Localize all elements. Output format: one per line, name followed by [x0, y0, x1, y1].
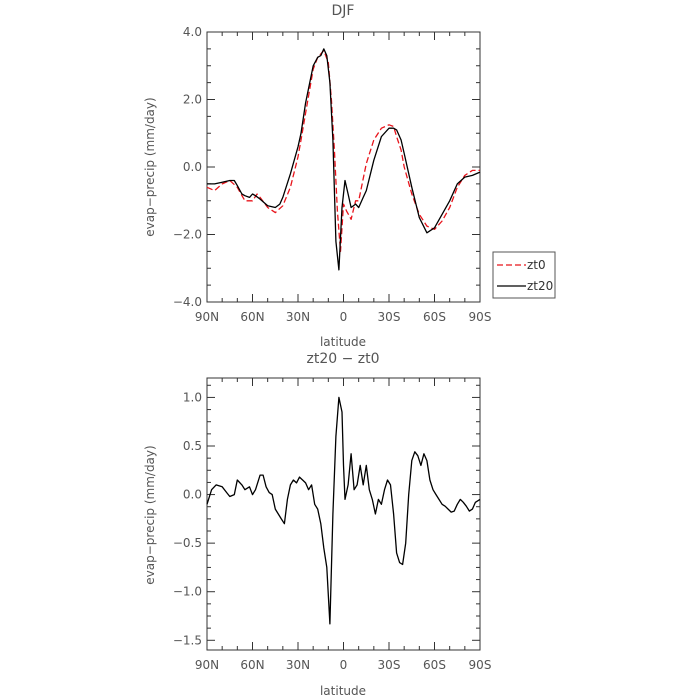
x-tick-label: 30N — [286, 310, 310, 324]
y-tick-label: 2.0 — [183, 93, 202, 107]
axis-ticks: 90N 60N 30N 0 30S 60S 90S −1.5 −1.0 −0.5 0.0 0.5 1.0 — [173, 378, 492, 672]
y-tick-label: −1.5 — [173, 633, 202, 647]
y-axis-label: evap−precip (mm/day) — [143, 97, 157, 236]
series-line-zt20 — [207, 48, 481, 271]
x-tick-label: 0 — [340, 310, 348, 324]
x-tick-label: 60S — [423, 310, 446, 324]
x-tick-label: 60N — [240, 310, 264, 324]
y-tick-label: 0.5 — [183, 439, 202, 453]
y-tick-label: 0.0 — [183, 488, 202, 502]
x-tick-label: 60S — [423, 658, 446, 672]
plot-frame — [206, 31, 481, 303]
y-tick-label: −1.0 — [173, 585, 202, 599]
series-layer — [206, 396, 481, 625]
y-axis-label: evap−precip (mm/day) — [143, 445, 157, 584]
y-tick-label: −4.0 — [173, 295, 202, 309]
plot-frame — [206, 377, 481, 651]
axis-ticks: 90N 60N 30N 0 30S 60S 90S −4.0 −2.0 0.0 2.0 4.0 — [173, 25, 492, 324]
legend-label-zt0: zt0 — [527, 258, 546, 272]
legend-box — [492, 251, 556, 299]
legend-label-zt20: zt20 — [527, 279, 553, 293]
x-tick-label: 30S — [378, 310, 401, 324]
x-tick-label: 30N — [286, 658, 310, 672]
x-axis-label: latitude — [320, 335, 366, 349]
chart-title: DJF — [332, 3, 355, 19]
y-tick-label: −0.5 — [173, 536, 202, 550]
x-tick-label: 90N — [195, 658, 219, 672]
legend: zt0 zt20 — [492, 251, 556, 299]
series-layer — [206, 48, 481, 271]
x-tick-label: 90S — [469, 310, 492, 324]
x-tick-label: 90N — [195, 310, 219, 324]
x-axis-label: latitude — [320, 684, 366, 698]
chart-difference: zt20 − zt0 90N 60N 30N 0 30S 60S 90S −1.5 −1.0 −0… — [143, 351, 491, 698]
x-tick-label: 30S — [378, 658, 401, 672]
y-tick-label: −2.0 — [173, 228, 202, 242]
x-tick-label: 90S — [469, 658, 492, 672]
chart-djf: DJF 90N 60N 30N 0 30S 60S 90S −4.0 −2.0 0.0 2.0 4.0… — [143, 3, 556, 349]
x-tick-label: 60N — [240, 658, 264, 672]
series-line-diff-0 — [206, 396, 481, 625]
x-tick-label: 0 — [340, 658, 348, 672]
y-tick-label: 0.0 — [183, 160, 202, 174]
y-tick-label: 1.0 — [183, 390, 202, 404]
y-tick-label: 4.0 — [183, 25, 202, 39]
chart-title: zt20 − zt0 — [306, 351, 379, 367]
series-line-zt0 — [206, 49, 480, 253]
